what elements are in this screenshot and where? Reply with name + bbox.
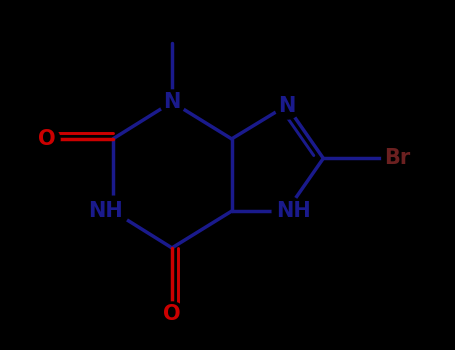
Text: Br: Br: [384, 148, 411, 168]
Text: O: O: [38, 129, 56, 149]
Text: NH: NH: [276, 201, 311, 221]
Text: N: N: [163, 92, 181, 112]
Text: O: O: [163, 304, 181, 324]
Text: N: N: [278, 96, 295, 116]
Text: NH: NH: [89, 201, 123, 221]
